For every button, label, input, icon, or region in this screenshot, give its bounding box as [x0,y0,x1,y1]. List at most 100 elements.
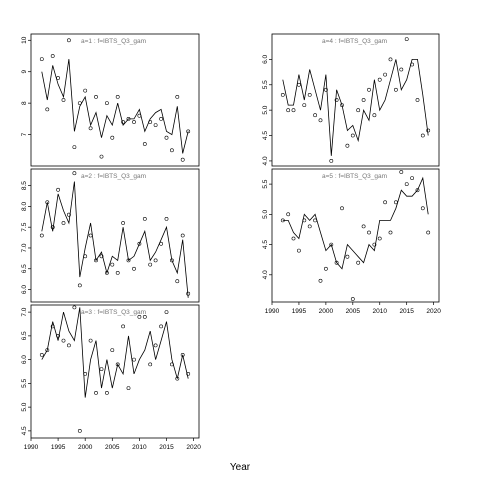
observed-point [105,270,109,275]
y-tick-label: 5.0 [262,209,269,218]
observed-point [77,101,82,106]
observed-point [159,241,164,246]
observed-point [186,129,191,134]
x-tick-label: 1990 [24,444,39,451]
observed-point [137,241,142,246]
panel-frame [30,168,200,303]
observed-point [302,218,307,223]
x-tick-label: 1995 [51,444,66,451]
observed-point [72,305,77,310]
observed-point [45,200,50,205]
observed-point [164,310,169,315]
observed-point [388,230,393,235]
x-tick-label: 1995 [292,308,307,315]
y-tick-label: 4.0 [262,156,269,165]
observed-point [164,216,169,221]
x-tick-label: 2010 [373,308,388,315]
observed-point [121,324,126,329]
y-tick-label: 6.0 [21,285,28,294]
observed-point [50,225,55,230]
observed-point [415,98,420,102]
observed-point [159,324,164,329]
observed-point [132,266,136,271]
observed-point [356,108,361,113]
observed-point [56,333,61,338]
observed-point [83,371,88,376]
observed-point [94,390,98,395]
panels: a=1 : f=IBTS_Q3_gam 7 8 9 10 a=2 : f=IBTS_Q3_… [21,33,441,451]
y-tick-label: 4.0 [262,270,269,279]
observed-point [377,77,382,82]
observed-point [148,120,153,124]
observed-point [115,95,120,99]
observed-point [142,142,147,146]
observed-point [45,348,50,353]
observed-point [399,170,404,174]
observed-point [99,254,104,259]
observed-point [72,145,77,150]
y-tick-label: 4.5 [262,240,269,249]
observed-point [388,57,393,62]
observed-point [280,218,285,223]
observed-point [121,120,126,124]
panel-a2: a=2 : f=IBTS_Q3_gam 6.0 6.5 7.0 7.5 8.0 8.5 [21,168,200,303]
observed-point [50,54,55,58]
y-tick-label: 7.0 [21,243,28,252]
panel-title: a=2 : f=IBTS_Q3_gam [81,173,146,180]
observed-point [345,254,350,259]
fitted-line [282,176,429,270]
observed-point [296,82,301,87]
observed-point [142,314,147,319]
observed-point [153,123,158,128]
observed-point [323,87,328,92]
panel-a1: a=1 : f=IBTS_Q3_gam 7 8 9 10 [21,33,200,167]
y-tick-label: 5.0 [262,105,269,114]
y-tick-label: 5.5 [262,179,269,188]
x-tick-label: 2010 [132,444,147,451]
observed-point [115,270,120,275]
observed-point [142,216,147,221]
observed-point [383,200,388,205]
observed-point [105,101,109,106]
observed-point [350,297,355,301]
observed-point [410,62,415,67]
observed-point [50,324,55,329]
fitted-line [41,307,189,398]
observed-point [393,200,398,205]
x-tick-label: 2020 [426,308,441,315]
observed-point [126,117,131,121]
y-tick-label: 5.5 [21,378,28,387]
observed-point [72,171,77,176]
observed-point [383,72,388,77]
observed-point [88,126,93,131]
observed-point [56,76,61,80]
observed-point [61,338,66,343]
observed-point [61,221,66,225]
observed-point [372,113,377,118]
x-tick-label: 2005 [346,308,361,315]
observed-point [61,98,66,102]
observed-point [164,135,169,140]
observed-point [313,113,318,118]
observed-point [175,95,180,99]
observed-point [307,224,312,229]
y-tick-label: 8.0 [21,202,28,211]
observed-point [186,291,191,296]
observed-point [318,118,323,123]
x-tick-label: 1990 [265,308,280,315]
observed-point [340,206,344,211]
panel-title: a=5 : f=IBTS_Q3_gam [322,173,387,180]
observed-point [105,390,109,395]
observed-point [280,93,285,97]
panel-a3: a=3 : f=IBTS_Q3_gam 4.5 5.0 5.5 6.0 6.5 7.0 199… [21,304,201,451]
fitted-line [41,59,189,154]
observed-point [132,120,136,124]
observed-point [159,117,164,121]
y-tick-label: 4.5 [21,426,28,435]
observed-point [404,182,409,187]
observed-point [334,98,339,102]
observed-point [291,108,296,113]
observed-point [307,93,312,97]
y-tick-label: 7 [21,132,28,136]
